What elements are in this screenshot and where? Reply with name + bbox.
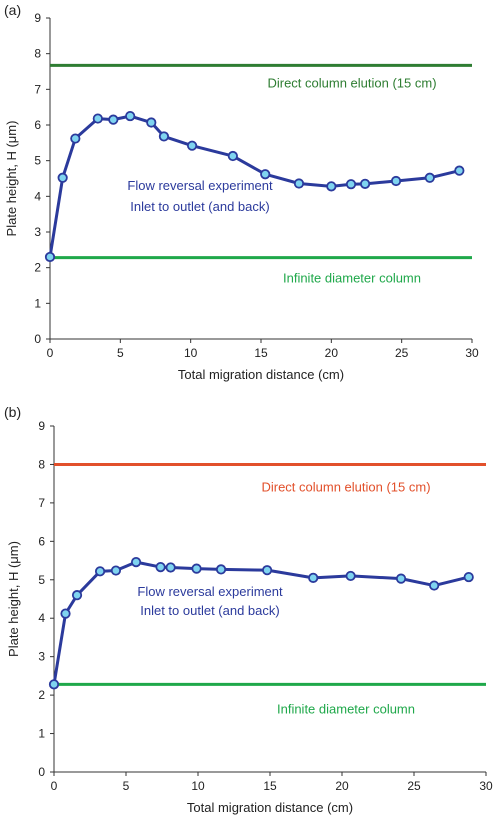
y-tick-label: 6 bbox=[34, 118, 41, 132]
data-point bbox=[262, 565, 273, 576]
x-tick-label: 0 bbox=[51, 779, 58, 793]
data-point bbox=[308, 572, 319, 583]
y-tick-label: 9 bbox=[34, 11, 41, 25]
panel-label-a: (a) bbox=[4, 2, 22, 18]
y-tick-label: 3 bbox=[34, 225, 41, 239]
x-tick-label: 20 bbox=[335, 779, 349, 793]
data-point bbox=[390, 175, 402, 187]
data-point bbox=[158, 131, 170, 142]
data-point bbox=[293, 178, 305, 189]
data-point bbox=[146, 117, 157, 128]
data-point bbox=[165, 562, 176, 573]
data-point bbox=[260, 169, 271, 180]
data-point bbox=[48, 679, 60, 690]
y-tick-label: 6 bbox=[38, 534, 45, 548]
x-tick-label: 10 bbox=[184, 346, 198, 360]
series-annotation: Inlet to outlet (and back) bbox=[140, 603, 279, 618]
data-point bbox=[130, 556, 142, 568]
y-tick-label: 8 bbox=[34, 47, 41, 61]
x-tick-label: 5 bbox=[123, 779, 130, 793]
y-tick-label: 1 bbox=[34, 296, 41, 310]
x-tick-label: 25 bbox=[407, 779, 421, 793]
y-tick-label: 4 bbox=[34, 189, 41, 203]
series-annotation: Inlet to outlet (and back) bbox=[130, 199, 269, 214]
chart-a: 0 1 2 3 4 5 6 7 8 9 0 5 10 15 20 25 30 Total migration di… bbox=[4, 11, 479, 382]
y-axis-title: Plate height, H (μm) bbox=[4, 121, 19, 237]
x-tick-label: 30 bbox=[479, 779, 493, 793]
data-point bbox=[155, 561, 166, 573]
series-annotation: Flow reversal experiment bbox=[137, 584, 283, 599]
reference-line-label: Direct column elution (15 cm) bbox=[267, 75, 436, 90]
data-point bbox=[44, 251, 56, 263]
series-annotation: Flow reversal experiment bbox=[127, 178, 273, 193]
x-axis-title: Total migration distance (cm) bbox=[187, 800, 353, 815]
y-tick-label: 4 bbox=[38, 611, 45, 625]
data-point bbox=[108, 114, 119, 125]
data-point bbox=[424, 172, 435, 183]
data-point bbox=[395, 573, 407, 584]
reference-line-label: Infinite diameter column bbox=[283, 271, 421, 286]
reference-line-label: Infinite diameter column bbox=[277, 701, 415, 716]
data-point bbox=[191, 563, 202, 574]
data-point bbox=[186, 140, 198, 151]
y-tick-label: 2 bbox=[38, 688, 45, 702]
data-point bbox=[70, 133, 81, 144]
data-point bbox=[345, 570, 356, 582]
data-point bbox=[359, 178, 371, 189]
y-tick-label: 8 bbox=[38, 457, 45, 471]
reference-line-label: Direct column elution (15 cm) bbox=[261, 479, 430, 494]
x-tick-label: 30 bbox=[465, 346, 479, 360]
data-point bbox=[71, 590, 83, 601]
y-tick-label: 0 bbox=[34, 332, 41, 346]
x-tick-label: 5 bbox=[117, 346, 124, 360]
data-point bbox=[345, 179, 357, 190]
y-axis-title: Plate height, H (μm) bbox=[6, 541, 21, 657]
y-tick-label: 0 bbox=[38, 765, 45, 779]
data-point bbox=[463, 571, 474, 583]
y-tick-label: 7 bbox=[34, 82, 41, 96]
y-tick-label: 9 bbox=[38, 419, 45, 433]
x-tick-label: 20 bbox=[325, 346, 339, 360]
x-tick-label: 25 bbox=[395, 346, 409, 360]
y-tick-label: 5 bbox=[34, 154, 41, 168]
x-axis-title: Total migration distance (cm) bbox=[178, 367, 344, 382]
y-tick-label: 1 bbox=[38, 727, 45, 741]
data-point bbox=[125, 110, 136, 122]
x-tick-label: 15 bbox=[254, 346, 268, 360]
y-tick-label: 2 bbox=[34, 261, 41, 275]
data-point bbox=[110, 565, 122, 576]
y-tick-label: 7 bbox=[38, 496, 45, 510]
data-point bbox=[60, 608, 71, 619]
data-point bbox=[454, 165, 465, 176]
y-tick-label: 3 bbox=[38, 650, 45, 664]
y-tick-label: 5 bbox=[38, 573, 45, 587]
x-tick-label: 15 bbox=[263, 779, 277, 793]
panel-label-b: (b) bbox=[4, 404, 22, 420]
chart-b: 0 1 2 3 4 5 6 7 8 9 0 5 10 15 20 25 30 Total migration di… bbox=[6, 419, 493, 815]
data-point bbox=[215, 564, 227, 575]
series-line bbox=[52, 560, 470, 685]
x-tick-label: 10 bbox=[191, 779, 205, 793]
x-tick-label: 0 bbox=[47, 346, 54, 360]
data-point bbox=[92, 113, 103, 124]
data-point bbox=[429, 580, 440, 591]
data-point bbox=[57, 172, 68, 183]
data-point bbox=[227, 150, 238, 162]
data-point bbox=[326, 181, 337, 192]
data-point bbox=[94, 566, 106, 577]
